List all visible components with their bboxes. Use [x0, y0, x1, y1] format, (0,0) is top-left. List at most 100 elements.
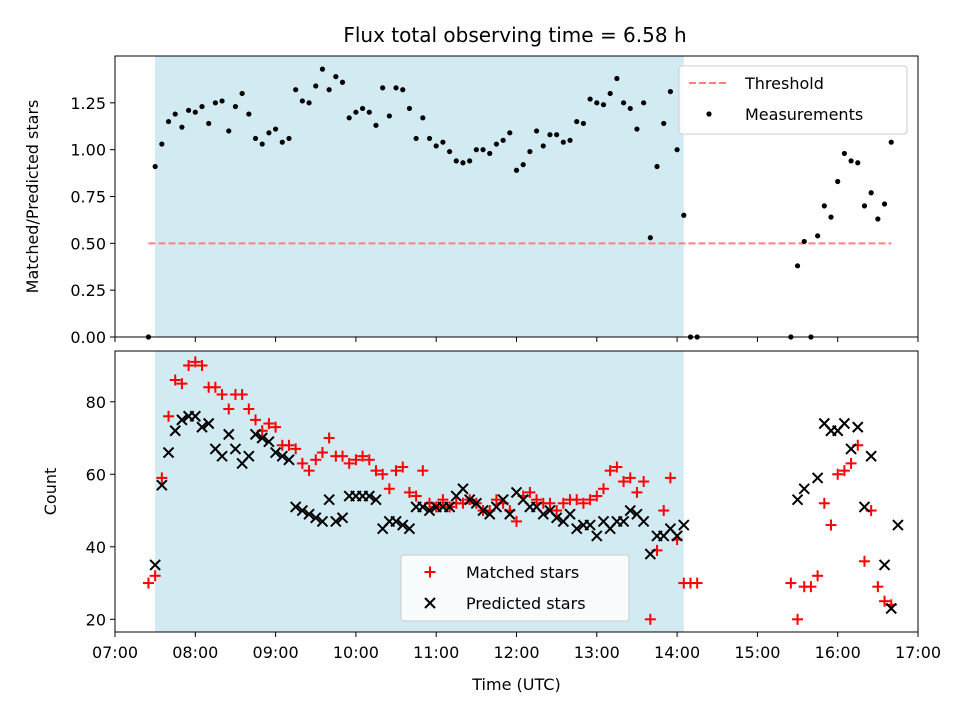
measurement-point — [212, 100, 218, 106]
predicted-star-marker — [390, 515, 402, 528]
x-tick-label: 10:00 — [333, 643, 379, 662]
measurement-point — [433, 143, 439, 149]
measurement-point — [560, 139, 566, 145]
measurement-point — [835, 178, 841, 185]
matched-star-marker — [812, 570, 824, 582]
measurement-point — [252, 135, 259, 142]
matched-star-marker — [531, 494, 543, 506]
measurement-point — [815, 233, 821, 239]
predicted-star-marker — [283, 454, 295, 466]
matched-star-marker — [223, 403, 235, 415]
matched-star-marker — [664, 472, 676, 484]
measurement-point — [460, 160, 466, 166]
legend-threshold-label: Threshold — [744, 74, 824, 93]
matched-star-marker — [591, 490, 603, 502]
matched-star-marker — [290, 443, 302, 455]
predicted-star-marker — [892, 519, 904, 531]
predicted-star-marker — [865, 450, 877, 462]
measurement-point — [848, 158, 854, 164]
measurement-point — [226, 128, 232, 134]
measurement-point — [426, 135, 433, 142]
predicted-star-marker — [296, 504, 309, 517]
measurement-point — [400, 87, 406, 93]
figure-title: Flux total observing time = 6.58 h — [343, 23, 686, 47]
measurement-point — [319, 66, 326, 72]
matched-star-marker — [825, 519, 837, 531]
matched-star-marker — [363, 454, 375, 466]
measurement-point — [446, 148, 453, 155]
matched-star-marker — [343, 457, 355, 469]
matched-star-marker — [604, 465, 616, 477]
matched-star-marker — [511, 515, 522, 527]
measurement-point — [239, 90, 245, 97]
matched-star-marker — [490, 494, 502, 506]
measurement-point — [246, 111, 252, 117]
predicted-star-marker — [504, 508, 516, 520]
x-tick-label: 08:00 — [172, 643, 218, 662]
measurement-point — [299, 98, 305, 104]
measurement-point — [540, 143, 546, 149]
measurement-point — [293, 87, 299, 93]
matched-star-marker — [337, 450, 349, 462]
measurement-point — [855, 160, 861, 166]
matched-star-marker — [316, 447, 328, 459]
measurement-point — [266, 130, 272, 136]
matched-star-marker — [571, 494, 583, 506]
matched-star-marker — [437, 494, 449, 506]
y-tick-label: 60 — [86, 465, 106, 484]
matched-star-marker — [196, 360, 208, 372]
measurement-point — [306, 100, 312, 106]
measurement-point — [286, 135, 292, 142]
x-tick-label: 11:00 — [413, 643, 459, 662]
measurement-point — [413, 135, 419, 142]
predicted-star-marker — [202, 417, 215, 430]
predicted-star-marker — [571, 522, 583, 535]
predicted-star-marker — [591, 530, 603, 542]
y-tick-label: 0.25 — [70, 281, 106, 300]
matched-star-marker — [838, 465, 850, 477]
measurement-point — [580, 120, 587, 127]
predicted-star-marker — [403, 522, 416, 535]
measurement-point — [467, 158, 473, 164]
count-legend-box — [400, 554, 630, 622]
y-tick-label: 80 — [86, 393, 106, 412]
measurement-point — [634, 126, 640, 132]
measurement-point — [513, 167, 520, 173]
observing-window-shade — [155, 56, 684, 337]
count-y-axis-label: Count — [41, 468, 60, 516]
matched-star-marker — [557, 497, 569, 509]
measurement-point — [794, 263, 801, 269]
measurement-point — [654, 163, 660, 170]
measurement-point — [259, 141, 265, 147]
measurement-point — [279, 139, 285, 145]
predicted-star-marker — [423, 504, 436, 517]
matched-star-marker — [872, 581, 884, 593]
matched-star-marker — [524, 486, 536, 498]
measurement-point — [574, 118, 580, 125]
legend-matched-swatch — [424, 566, 436, 578]
predicted-star-marker — [537, 508, 549, 520]
measurement-point — [232, 103, 239, 110]
measurement-point — [587, 96, 593, 102]
count-y-ticks: 20 40 60 80 — [86, 393, 115, 629]
matched-star-marker — [417, 465, 429, 477]
predicted-star-marker — [256, 432, 268, 444]
matched-star-marker — [370, 465, 382, 477]
measurement-point — [507, 130, 513, 136]
predicted-star-marker — [189, 410, 202, 422]
measurement-point — [567, 137, 573, 143]
measurement-point — [681, 212, 687, 218]
predicted-star-marker — [858, 501, 871, 513]
x-tick-label: 17:00 — [895, 643, 941, 662]
matched-star-marker — [183, 360, 195, 372]
matched-star-marker — [584, 494, 596, 506]
predicted-star-marker — [637, 515, 650, 528]
ratio-x-ticks — [114, 337, 919, 342]
measurement-point — [339, 79, 346, 85]
matched-star-marker — [638, 476, 650, 488]
matched-star-marker — [611, 461, 623, 473]
measurement-point — [420, 115, 426, 121]
measurement-point — [172, 111, 178, 117]
measurement-point — [326, 87, 332, 93]
